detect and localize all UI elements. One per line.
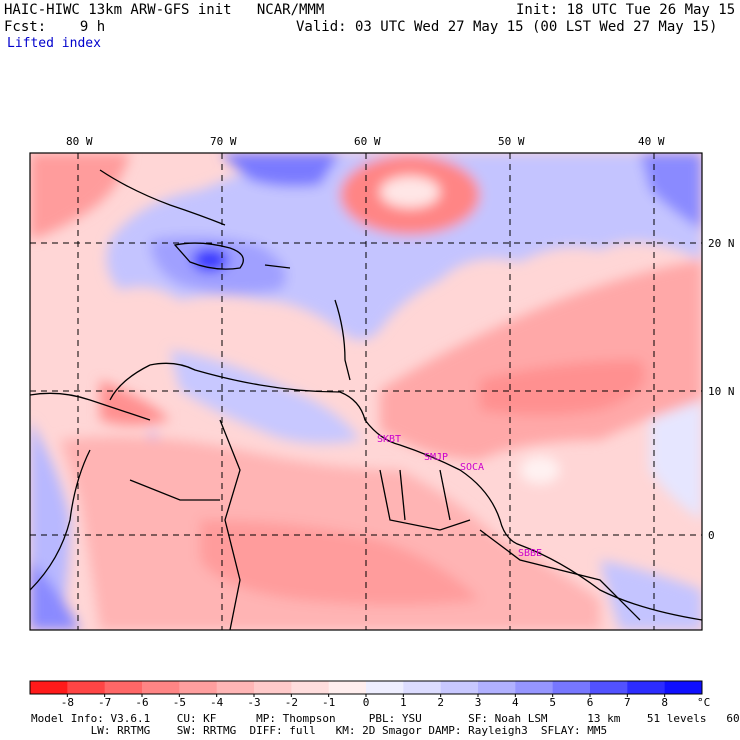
station-smjp: SMJP xyxy=(424,452,448,463)
colorbar-swatch xyxy=(664,681,703,694)
forecast-hour: Fcst: 9 h xyxy=(4,19,106,35)
lon-label-70w: 70 W xyxy=(210,135,237,148)
lat-label-20n: 20 N xyxy=(708,237,735,250)
colorbar-swatch xyxy=(590,681,628,694)
station-sbbe: SBBE xyxy=(518,548,542,559)
colorbar: -8 -7 -6 -5 -4 -3 -2 -1 0 1 2 3 4 5 6 7 8 °C xyxy=(29,680,710,709)
lon-label-60w: 60 W xyxy=(354,135,381,148)
coastlines xyxy=(30,169,702,630)
colorbar-swatch xyxy=(179,681,218,694)
colorbar-tick-label: -1 xyxy=(322,696,335,709)
lon-label-80w: 80 W xyxy=(66,135,93,148)
colorbar-tick-label: -6 xyxy=(135,696,148,709)
colorbar-swatch xyxy=(552,681,591,694)
model-title: HAIC-HIWC 13km ARW-GFS init NCAR/MMM xyxy=(4,2,325,18)
colorbar-swatch xyxy=(403,681,442,694)
colorbar-tick-label: 2 xyxy=(437,696,444,709)
lat-label-10n: 10 N xyxy=(708,385,735,398)
colorbar-tick-label: 1 xyxy=(400,696,407,709)
colorbar-tick-label: 5 xyxy=(549,696,556,709)
colorbar-tick-label: -7 xyxy=(98,696,111,709)
colorbar-swatch xyxy=(30,681,68,694)
colorbar-swatch xyxy=(478,681,516,694)
colorbar-tick-label: -3 xyxy=(247,696,260,709)
colorbar-tick-label: -2 xyxy=(285,696,298,709)
longitude-labels: 80 W 70 W 60 W 50 W 40 W xyxy=(66,135,665,148)
lon-label-50w: 50 W xyxy=(498,135,525,148)
colorbar-tick-label: 4 xyxy=(512,696,519,709)
init-time: Init: 18 UTC Tue 26 May 15 xyxy=(516,2,736,18)
colorbar-tick-label: 3 xyxy=(475,696,482,709)
colorbar-swatch xyxy=(515,681,554,694)
map-frame xyxy=(29,152,703,631)
station-markers: SKBT SMJP SOCA SBBE xyxy=(377,434,542,559)
colorbar-tick-label: -5 xyxy=(173,696,186,709)
colorbar-swatch xyxy=(104,681,143,694)
colorbar-swatch xyxy=(216,681,255,694)
valid-time: Valid: 03 UTC Wed 27 May 15 (00 LST Wed … xyxy=(296,19,718,35)
station-skbt: SKBT xyxy=(377,434,401,445)
lat-label-0: 0 xyxy=(708,529,715,542)
colorbar-tick-label: 7 xyxy=(624,696,631,709)
colorbar-swatch xyxy=(291,681,330,694)
colorbar-swatch xyxy=(254,681,292,694)
colorbar-tick-label: -4 xyxy=(210,696,224,709)
colorbar-tick-label: -8 xyxy=(61,696,74,709)
colorbar-swatch xyxy=(627,681,666,694)
variable-name: Lifted index xyxy=(7,36,101,51)
colorbar-tick-label: 8 xyxy=(661,696,668,709)
station-soca: SOCA xyxy=(460,462,484,473)
latitude-labels: 20 N 10 N 0 xyxy=(708,237,735,542)
colorbar-swatch xyxy=(440,681,479,694)
colorbar-unit: °C xyxy=(697,696,710,709)
colorbar-swatch xyxy=(142,681,180,694)
lon-label-40w: 40 W xyxy=(638,135,665,148)
colorbar-swatch xyxy=(366,681,404,694)
colorbar-swatch xyxy=(328,681,367,694)
colorbar-swatch xyxy=(67,681,106,694)
graticule xyxy=(30,153,702,630)
model-info-line1: Model Info: V3.6.1 CU: KF MP: Thompson P… xyxy=(31,712,740,725)
colorbar-tick-label: 0 xyxy=(363,696,370,709)
colorbar-tick-label: 6 xyxy=(587,696,594,709)
model-info-line2: LW: RRTMG SW: RRTMG DIFF: full KM: 2D Sm… xyxy=(31,724,608,737)
